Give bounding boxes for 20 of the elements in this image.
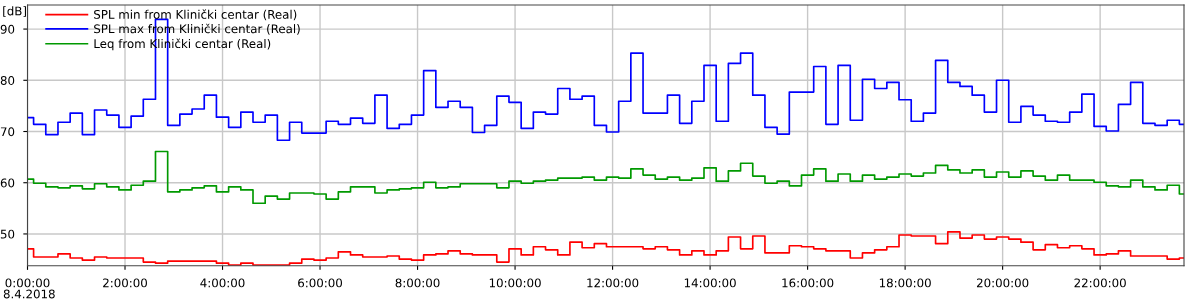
y-tick-label: 70 (0, 127, 15, 137)
y-tick-label: 80 (0, 76, 15, 85)
text: 8.4.2018 (3, 289, 55, 299)
x-tick-label: 10:00:00 (489, 278, 541, 288)
x-tick-label: 14:00:00 (684, 278, 736, 288)
x-tick-label: 16:00:00 (782, 278, 834, 288)
y-tick-label: 50 (0, 229, 15, 239)
x-tick-label: 6:00:00 (298, 278, 343, 288)
y-tick-label: 60 (0, 178, 15, 188)
x-tick-label: 0:00:00 (5, 278, 50, 288)
legend-label: SPL min from Klinički centar (Real) (94, 9, 297, 21)
y-axis-title: [dB] (3, 6, 26, 17)
x-tick-label: 22:00:00 (1074, 278, 1126, 288)
x-tick-label: 4:00:00 (200, 278, 245, 288)
x-tick-label: 12:00:00 (587, 278, 639, 288)
y-tick-label: 90 (0, 24, 15, 34)
x-tick-label: 18:00:00 (879, 278, 931, 288)
x-tick-label: 2:00:00 (103, 278, 147, 288)
x-tick-label: 8:00:00 (395, 278, 440, 288)
x-tick-label: 20:00:00 (976, 278, 1029, 288)
